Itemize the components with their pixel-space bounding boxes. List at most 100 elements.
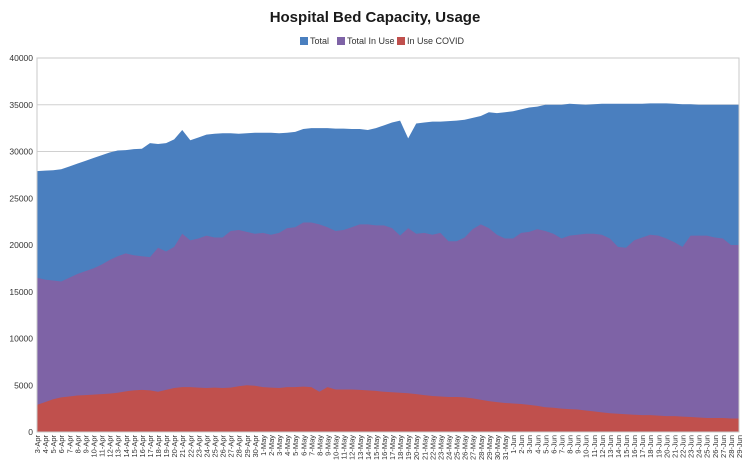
x-tick-label: 30-May bbox=[493, 435, 502, 460]
legend-label-total-in-use: Total In Use bbox=[347, 36, 395, 46]
x-tick-label: 9-Apr bbox=[81, 435, 90, 454]
x-tick-label: 19-May bbox=[404, 435, 413, 460]
y-tick-label: 15000 bbox=[9, 287, 33, 297]
x-tick-label: 26-Jun bbox=[711, 435, 720, 458]
x-tick-label: 17-Apr bbox=[146, 435, 155, 458]
x-tick-label: 10-Apr bbox=[89, 435, 98, 458]
x-tick-label: 25-Jun bbox=[703, 435, 712, 458]
x-tick-label: 20-May bbox=[412, 435, 421, 460]
plot-areas bbox=[37, 103, 739, 432]
x-tick-label: 18-Jun bbox=[646, 435, 655, 458]
x-tick-label: 22-May bbox=[428, 435, 437, 460]
x-tick-label: 10-May bbox=[332, 435, 341, 460]
x-tick-label: 28-Apr bbox=[235, 435, 244, 458]
x-tick-label: 27-Apr bbox=[227, 435, 236, 458]
x-tick-label: 1-Jun bbox=[509, 435, 518, 454]
area-series-total-in-use bbox=[37, 222, 739, 432]
y-tick-label: 40000 bbox=[9, 53, 33, 63]
x-tick-label: 7-Jun bbox=[557, 435, 566, 454]
x-tick-label: 26-Apr bbox=[219, 435, 228, 458]
x-tick-label: 13-May bbox=[356, 435, 365, 460]
legend-swatch-total-in-use bbox=[337, 37, 345, 45]
x-tick-label: 22-Jun bbox=[679, 435, 688, 458]
x-tick-label: 2-Jun bbox=[517, 435, 526, 454]
x-tick-label: 18-Apr bbox=[154, 435, 163, 458]
x-tick-label: 14-Jun bbox=[614, 435, 623, 458]
x-tick-label: 12-Jun bbox=[598, 435, 607, 458]
x-tick-label: 8-Apr bbox=[73, 435, 82, 454]
x-tick-label: 29-May bbox=[485, 435, 494, 460]
legend-label-in-use-covid: In Use COVID bbox=[407, 36, 465, 46]
x-tick-label: 27-Jun bbox=[719, 435, 728, 458]
x-tick-label: 6-May bbox=[299, 435, 308, 456]
x-tick-label: 26-May bbox=[461, 435, 470, 460]
x-tick-label: 3-May bbox=[275, 435, 284, 456]
x-tick-label: 14-Apr bbox=[122, 435, 131, 458]
x-tick-label: 20-Jun bbox=[662, 435, 671, 458]
x-tick-label: 27-May bbox=[469, 435, 478, 460]
x-tick-label: 10-Jun bbox=[582, 435, 591, 458]
y-tick-label: 10000 bbox=[9, 334, 33, 344]
x-tick-label: 15-Jun bbox=[622, 435, 631, 458]
x-tick-label: 14-May bbox=[364, 435, 373, 460]
x-tick-label: 20-Apr bbox=[170, 435, 179, 458]
x-tick-label: 3-Apr bbox=[33, 435, 42, 454]
x-tick-label: 18-May bbox=[396, 435, 405, 460]
x-tick-label: 23-Jun bbox=[687, 435, 696, 458]
x-tick-label: 8-Jun bbox=[566, 435, 575, 454]
area-series-in-use-covid bbox=[37, 385, 739, 432]
y-tick-label: 30000 bbox=[9, 147, 33, 157]
legend-swatch-total bbox=[300, 37, 308, 45]
y-tick-label: 0 bbox=[28, 427, 33, 437]
x-tick-label: 25-Apr bbox=[211, 435, 220, 458]
x-tick-label: 12-Apr bbox=[106, 435, 115, 458]
x-tick-label: 9-May bbox=[323, 435, 332, 456]
x-tick-label: 5-May bbox=[291, 435, 300, 456]
x-tick-label: 7-May bbox=[307, 435, 316, 456]
x-tick-label: 24-May bbox=[445, 435, 454, 460]
x-tick-label: 6-Apr bbox=[57, 435, 66, 454]
x-tick-label: 21-May bbox=[420, 435, 429, 460]
x-axis: 3-Apr 4-Apr 5-Apr 6-Apr 7-Apr 8-Apr 9-Apr 10-Ap… bbox=[33, 435, 744, 461]
x-tick-label: 16-May bbox=[380, 435, 389, 460]
x-tick-label: 13-Jun bbox=[606, 435, 615, 458]
y-tick-label: 5000 bbox=[14, 380, 33, 390]
x-tick-label: 24-Jun bbox=[695, 435, 704, 458]
y-tick-label: 35000 bbox=[9, 100, 33, 110]
x-tick-label: 31-May bbox=[501, 435, 510, 460]
x-tick-label: 21-Jun bbox=[670, 435, 679, 458]
x-tick-label: 6-Jun bbox=[549, 435, 558, 454]
y-tick-label: 25000 bbox=[9, 193, 33, 203]
x-tick-label: 5-Jun bbox=[541, 435, 550, 454]
chart-title: Hospital Bed Capacity, Usage bbox=[270, 9, 481, 26]
x-tick-label: 19-Jun bbox=[654, 435, 663, 458]
x-tick-label: 21-Apr bbox=[178, 435, 187, 458]
x-tick-label: 4-May bbox=[283, 435, 292, 456]
legend: Total Total In Use In Use COVID bbox=[300, 36, 465, 46]
x-tick-label: 12-May bbox=[348, 435, 357, 460]
x-tick-label: 25-May bbox=[453, 435, 462, 460]
x-tick-label: 3-Jun bbox=[525, 435, 534, 454]
x-tick-label: 28-Jun bbox=[727, 435, 736, 458]
x-tick-label: 29-Apr bbox=[243, 435, 252, 458]
plot-frame bbox=[36, 57, 740, 433]
legend-swatch-in-use-covid bbox=[397, 37, 405, 45]
x-tick-label: 16-Apr bbox=[138, 435, 147, 458]
x-tick-label: 13-Apr bbox=[114, 435, 123, 458]
y-axis: 0 5000 10000 15000 20000 25000 30000 35000 40000 bbox=[9, 53, 33, 437]
x-tick-label: 11-Apr bbox=[98, 435, 107, 457]
x-tick-label: 5-Apr bbox=[49, 435, 58, 454]
x-tick-label: 15-May bbox=[372, 435, 381, 460]
x-tick-label: 28-May bbox=[477, 435, 486, 460]
x-tick-label: 23-Apr bbox=[194, 435, 203, 458]
x-tick-label: 29-Jun bbox=[735, 435, 744, 458]
x-tick-label: 30-Apr bbox=[251, 435, 260, 458]
x-tick-label: 11-Jun bbox=[590, 435, 599, 457]
x-tick-label: 22-Apr bbox=[186, 435, 195, 458]
x-tick-label: 2-May bbox=[267, 435, 276, 456]
x-tick-label: 17-Jun bbox=[638, 435, 647, 458]
x-tick-label: 11-May bbox=[340, 435, 349, 460]
x-tick-label: 16-Jun bbox=[630, 435, 639, 458]
